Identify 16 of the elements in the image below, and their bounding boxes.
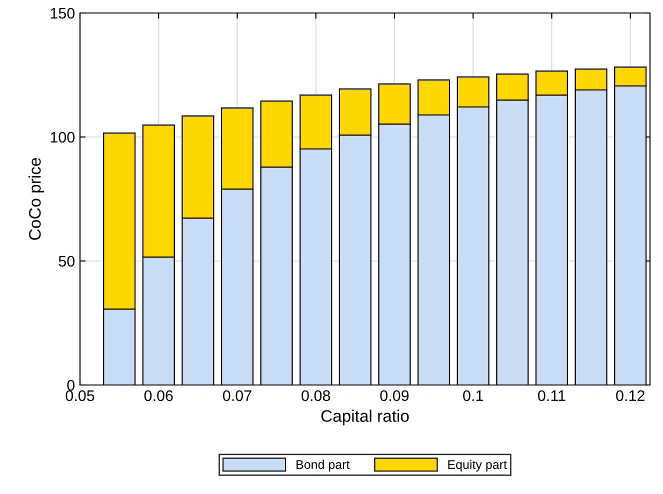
y-tick-label: 150 — [50, 8, 75, 19]
x-tick-label: 0.11 — [538, 390, 566, 402]
x-tick-label: 0.12 — [616, 390, 644, 402]
legend-label: Equity part — [448, 460, 507, 472]
x-tick-label: 0.06 — [144, 390, 173, 402]
y-tick-label: 50 — [58, 256, 75, 267]
legend-label: Bond part — [296, 460, 350, 472]
y-tick-label: 0 — [67, 380, 75, 391]
x-tick-label: 0.05 — [66, 390, 94, 402]
y-tick-label: 100 — [50, 132, 75, 143]
x-axis-title: Capital ratio — [321, 410, 409, 426]
x-tick-label: 0.09 — [380, 390, 409, 402]
y-axis-title: CoCo price — [28, 158, 44, 240]
x-tick-label: 0.08 — [302, 390, 330, 402]
x-tick-label: 0.1 — [463, 390, 483, 402]
x-tick-label: 0.07 — [222, 390, 252, 402]
